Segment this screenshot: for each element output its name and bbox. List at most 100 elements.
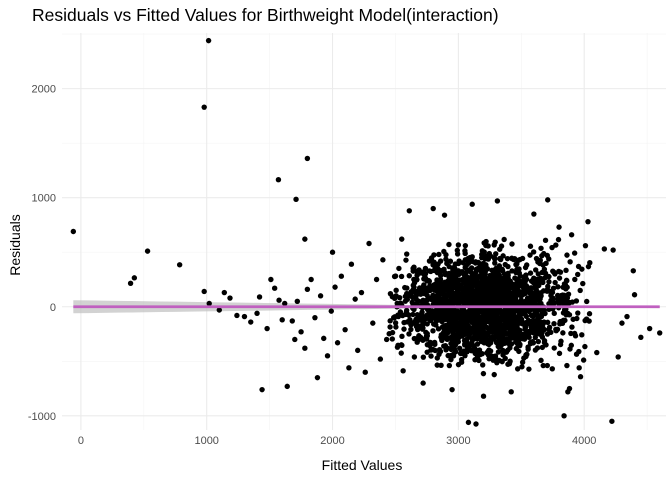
data-point: [458, 282, 464, 289]
data-point: [469, 312, 476, 319]
data-point: [458, 356, 465, 363]
data-point: [490, 272, 496, 278]
data-point: [484, 265, 491, 272]
y-tick-label: -1000: [28, 411, 56, 423]
x-tick-label: 0: [78, 435, 84, 447]
data-point: [442, 325, 448, 332]
data-point: [556, 275, 563, 281]
data-point: [355, 347, 361, 354]
data-point: [515, 320, 521, 326]
data-point: [431, 252, 437, 258]
x-tick-label: 1000: [194, 435, 218, 447]
data-point: [377, 356, 384, 362]
data-point: [389, 329, 396, 336]
data-point: [437, 267, 443, 273]
data-point: [414, 276, 420, 283]
data-point: [479, 248, 486, 254]
data-point: [509, 290, 516, 297]
tick-labels: 0 1000 2000 3000 4000 -1000 0 1000 2000: [28, 84, 597, 447]
data-point: [554, 292, 561, 299]
data-point: [530, 326, 537, 332]
data-point: [550, 285, 557, 291]
data-point: [489, 316, 495, 322]
data-point: [519, 359, 526, 365]
data-point: [501, 236, 507, 243]
data-point: [480, 370, 487, 377]
data-point: [495, 349, 502, 355]
data-point: [312, 314, 318, 321]
data-point: [539, 334, 546, 340]
data-point: [492, 260, 498, 266]
data-point: [408, 289, 414, 296]
data-point: [451, 294, 458, 300]
data-point: [248, 319, 254, 325]
data-point: [522, 320, 529, 326]
data-point: [527, 321, 533, 327]
data-point: [254, 310, 260, 316]
data-point: [495, 335, 502, 342]
y-tick-label: 2000: [32, 84, 56, 96]
data-point: [556, 224, 562, 230]
data-point: [469, 201, 475, 207]
data-point: [276, 297, 282, 303]
data-point: [544, 362, 551, 369]
data-point: [517, 336, 523, 342]
data-point: [522, 298, 529, 305]
data-point: [504, 255, 511, 262]
x-tick-label: 4000: [572, 435, 596, 447]
data-point: [422, 270, 428, 277]
data-point: [441, 212, 448, 218]
data-point: [517, 327, 523, 334]
data-point: [470, 275, 476, 281]
data-point: [403, 309, 410, 316]
data-point: [292, 336, 298, 343]
data-point: [516, 266, 522, 272]
data-point: [449, 386, 455, 393]
data-point: [294, 298, 301, 305]
data-point: [446, 274, 452, 281]
data-point: [551, 269, 557, 276]
data-point: [551, 310, 557, 317]
data-point: [461, 300, 467, 307]
data-point: [555, 284, 561, 290]
data-point: [657, 330, 663, 336]
data-point: [428, 295, 435, 301]
data-point: [541, 307, 547, 314]
data-point: [422, 298, 429, 304]
data-point: [586, 311, 593, 317]
data-point: [131, 275, 138, 281]
data-point: [391, 273, 398, 280]
data-point: [555, 236, 562, 243]
data-point: [580, 280, 586, 287]
data-point: [527, 243, 534, 249]
data-point: [493, 298, 499, 304]
data-point: [279, 317, 285, 323]
data-point: [298, 329, 304, 335]
data-point: [458, 350, 464, 356]
data-point: [564, 277, 570, 284]
data-point: [302, 345, 308, 351]
y-tick-label: 0: [50, 302, 56, 314]
data-point: [541, 266, 548, 272]
data-point: [404, 285, 410, 291]
data-point: [485, 340, 491, 347]
data-point: [410, 311, 416, 318]
data-point: [610, 247, 616, 253]
data-point: [416, 312, 422, 318]
data-point: [516, 348, 522, 355]
data-point: [501, 300, 507, 307]
data-point: [387, 318, 393, 324]
data-point: [373, 276, 380, 283]
data-point: [579, 332, 585, 338]
data-point: [474, 284, 481, 291]
data-point: [321, 335, 327, 342]
data-point: [472, 350, 478, 357]
data-point: [543, 260, 549, 267]
data-point: [545, 197, 551, 203]
data-point: [317, 293, 324, 299]
data-point: [580, 357, 587, 363]
data-point: [206, 300, 212, 307]
data-point: [411, 335, 418, 342]
data-point: [205, 37, 212, 44]
data-point: [464, 329, 470, 335]
